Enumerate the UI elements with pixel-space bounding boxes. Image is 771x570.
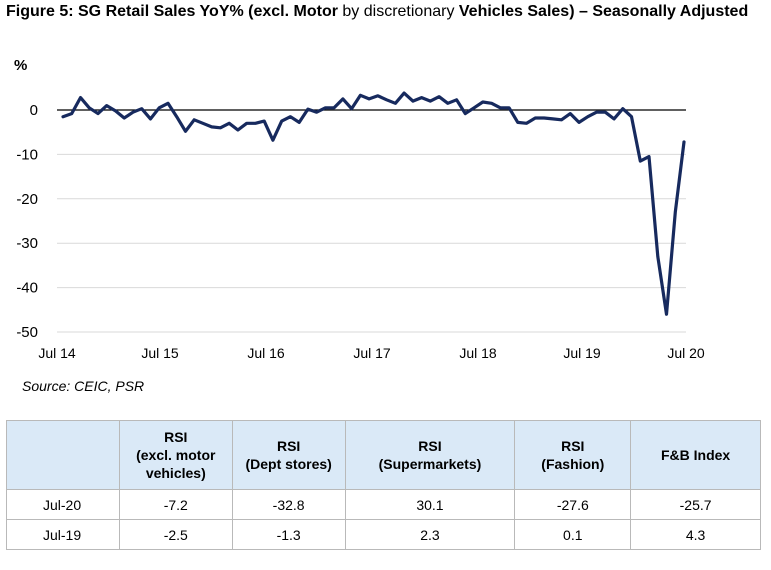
figure-title: Figure 5: SG Retail Sales YoY% (excl. Mo… [6, 2, 766, 22]
y-tick-label: -10 [16, 146, 38, 163]
source-note: Source: CEIC, PSR [22, 378, 145, 394]
table-row-label: Jul-20 [6, 489, 120, 520]
table-cell: -7.2 [118, 489, 233, 520]
x-tick-label: Jul 16 [247, 345, 285, 361]
x-tick-label: Jul 14 [38, 345, 76, 361]
table-cell: -1.3 [231, 519, 346, 550]
y-tick-label: -30 [16, 235, 38, 252]
y-tick-label: -50 [16, 324, 38, 341]
table-header-cell [6, 420, 120, 490]
table-row: Jul-19 -2.5 -1.3 2.3 0.1 4.3 [6, 519, 761, 550]
table-header-row: RSI (excl. motor vehicles) RSI (Dept stor… [6, 420, 761, 490]
y-tick-label: -40 [16, 280, 38, 297]
series-line [61, 91, 686, 316]
table-cell: 0.1 [514, 519, 632, 550]
table-cell: -25.7 [630, 489, 761, 520]
x-tick-label: Jul 19 [563, 345, 601, 361]
figure-title-bold-2: Vehicles Sales) – Seasonally Adjusted [458, 3, 749, 20]
table-cell: -2.5 [118, 519, 233, 550]
x-tick-label: Jul 20 [667, 345, 705, 361]
rsi-table: RSI (excl. motor vehicles) RSI (Dept stor… [6, 420, 761, 550]
table-cell: 2.3 [344, 519, 516, 550]
table-cell: -27.6 [514, 489, 632, 520]
table-header-cell: RSI (excl. motor vehicles) [118, 420, 233, 490]
table-header-cell: RSI (Fashion) [514, 420, 632, 490]
table-body: Jul-20 -7.2 -32.8 30.1 -27.6 -25.7 Jul-19 -2.5-… [6, 489, 761, 550]
x-tick-label: Jul 17 [353, 345, 391, 361]
x-tick-label: Jul 18 [459, 345, 497, 361]
table-row: Jul-20 -7.2 -32.8 30.1 -27.6 -25.7 [6, 489, 761, 520]
y-tick-label: -20 [16, 191, 38, 208]
y-axis-unit-label: % [14, 57, 28, 74]
table-row-label: Jul-19 [6, 519, 120, 550]
table-header-cell: RSI (Dept stores) [231, 420, 346, 490]
table-header-cell: F&B Index [630, 420, 761, 490]
x-tick-label: Jul 15 [141, 345, 179, 361]
table-cell: 30.1 [344, 489, 516, 520]
table-cell: -32.8 [231, 489, 346, 520]
figure-title-bold-1: Figure 5: SG Retail Sales YoY% (excl. Mo… [6, 3, 338, 20]
table-cell: 4.3 [630, 519, 761, 550]
figure-title-normal: by discretionary [337, 3, 459, 20]
y-tick-label: 0 [30, 102, 38, 119]
table-header-cell: RSI (Supermarkets) [344, 420, 516, 490]
